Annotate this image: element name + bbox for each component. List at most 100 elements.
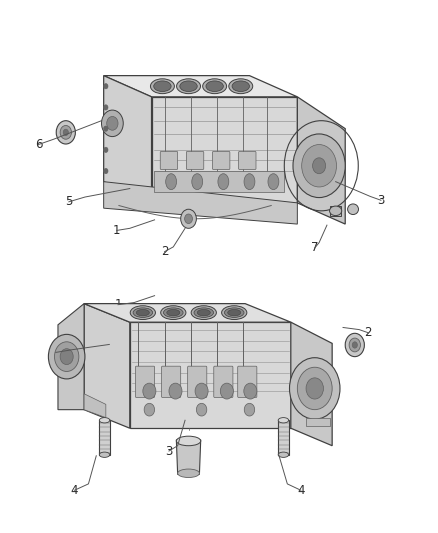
Text: 4: 4 [71, 484, 78, 497]
Text: 2: 2 [364, 326, 372, 340]
Circle shape [48, 334, 85, 379]
Ellipse shape [177, 79, 201, 94]
Ellipse shape [178, 469, 199, 478]
Ellipse shape [166, 174, 177, 190]
Polygon shape [84, 304, 291, 322]
Ellipse shape [228, 310, 241, 316]
Ellipse shape [143, 383, 156, 399]
Circle shape [352, 342, 357, 348]
Circle shape [104, 105, 108, 110]
Ellipse shape [195, 383, 208, 399]
Circle shape [63, 129, 68, 135]
Circle shape [345, 333, 364, 357]
Circle shape [181, 209, 196, 228]
Circle shape [185, 214, 192, 223]
Circle shape [104, 168, 108, 174]
Circle shape [107, 116, 118, 130]
Circle shape [104, 126, 108, 131]
FancyBboxPatch shape [99, 420, 110, 455]
Ellipse shape [154, 81, 171, 92]
Circle shape [102, 110, 123, 136]
Ellipse shape [192, 174, 203, 190]
Ellipse shape [206, 81, 223, 92]
Ellipse shape [224, 308, 244, 317]
Ellipse shape [161, 306, 186, 319]
Ellipse shape [99, 452, 110, 457]
Text: 2: 2 [161, 245, 168, 258]
Ellipse shape [348, 204, 358, 215]
FancyBboxPatch shape [214, 366, 233, 398]
Ellipse shape [278, 418, 289, 423]
Polygon shape [297, 97, 345, 224]
Circle shape [196, 403, 207, 416]
Text: 6: 6 [35, 138, 42, 151]
Ellipse shape [218, 174, 229, 190]
Ellipse shape [194, 308, 214, 317]
Polygon shape [130, 322, 291, 428]
FancyBboxPatch shape [238, 366, 257, 398]
Text: 3: 3 [377, 193, 385, 207]
Ellipse shape [203, 79, 226, 94]
Circle shape [54, 342, 79, 372]
Ellipse shape [191, 306, 216, 319]
Ellipse shape [180, 81, 197, 92]
FancyBboxPatch shape [212, 151, 230, 169]
Ellipse shape [163, 308, 183, 317]
Ellipse shape [197, 310, 210, 316]
Ellipse shape [244, 174, 255, 190]
Polygon shape [154, 171, 284, 192]
Ellipse shape [130, 306, 155, 319]
Circle shape [60, 125, 71, 139]
FancyBboxPatch shape [160, 151, 178, 169]
FancyBboxPatch shape [135, 366, 155, 398]
Circle shape [244, 403, 254, 416]
Text: 4: 4 [297, 484, 304, 497]
Ellipse shape [136, 310, 149, 316]
Circle shape [302, 144, 336, 187]
Circle shape [144, 403, 155, 416]
Circle shape [104, 84, 108, 89]
Ellipse shape [150, 79, 174, 94]
Ellipse shape [133, 308, 152, 317]
Ellipse shape [329, 206, 342, 216]
Circle shape [306, 378, 323, 399]
Text: 1: 1 [113, 224, 120, 237]
Polygon shape [104, 76, 152, 203]
Ellipse shape [220, 383, 233, 399]
Polygon shape [152, 97, 297, 203]
Ellipse shape [278, 452, 289, 457]
Polygon shape [306, 418, 330, 425]
Text: 7: 7 [311, 241, 318, 254]
Polygon shape [291, 322, 332, 446]
Polygon shape [84, 394, 106, 418]
Circle shape [293, 134, 345, 198]
Polygon shape [104, 76, 297, 97]
Polygon shape [84, 304, 130, 428]
Text: 5: 5 [52, 346, 60, 359]
Circle shape [349, 338, 360, 352]
FancyBboxPatch shape [162, 366, 181, 398]
Circle shape [290, 358, 340, 419]
FancyBboxPatch shape [187, 366, 207, 398]
Circle shape [313, 158, 325, 174]
Circle shape [297, 367, 332, 410]
Circle shape [104, 147, 108, 152]
Ellipse shape [229, 79, 253, 94]
Polygon shape [330, 206, 341, 216]
Circle shape [56, 120, 75, 144]
Text: 3: 3 [165, 445, 173, 457]
Ellipse shape [99, 418, 110, 423]
Polygon shape [177, 440, 201, 474]
Ellipse shape [244, 383, 257, 399]
Text: 1: 1 [114, 298, 122, 311]
Ellipse shape [177, 436, 201, 446]
FancyBboxPatch shape [278, 420, 289, 455]
Ellipse shape [232, 81, 250, 92]
Ellipse shape [268, 174, 279, 190]
Polygon shape [104, 182, 297, 224]
Ellipse shape [167, 310, 180, 316]
Ellipse shape [222, 306, 247, 319]
Polygon shape [58, 304, 84, 410]
FancyBboxPatch shape [239, 151, 256, 169]
Ellipse shape [169, 383, 182, 399]
